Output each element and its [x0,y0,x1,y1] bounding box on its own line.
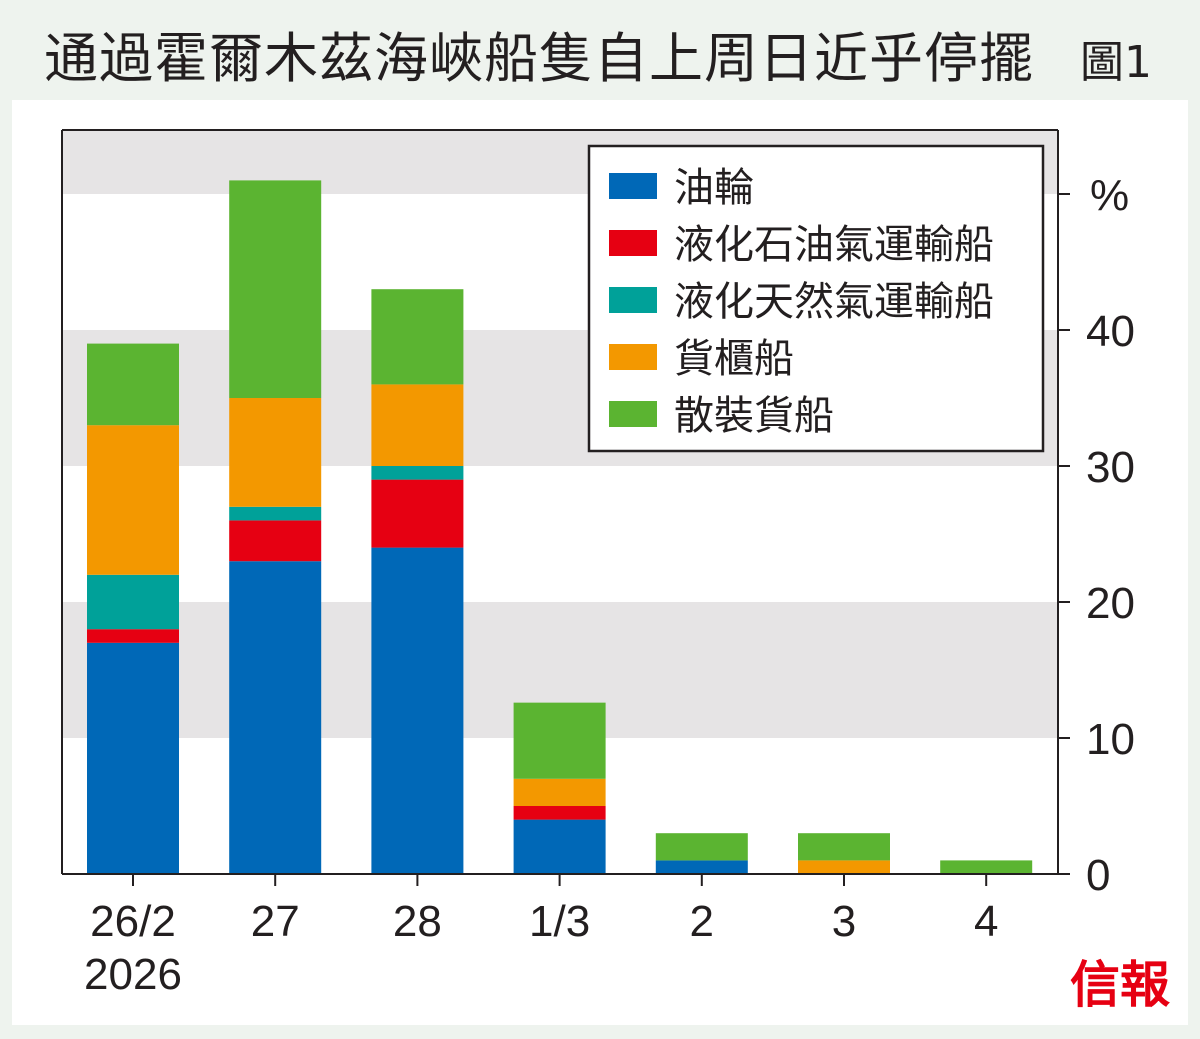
x-tick-label: 2 [690,897,714,946]
bar-segment [87,574,179,630]
x-tick-label: 26/2 [90,897,176,946]
x-tick-label: 28 [393,897,442,946]
bar-segment [513,702,606,779]
bar-segment [229,506,322,521]
bar-segment [371,479,464,548]
bar-segment [87,425,179,575]
logo: 信報 [1070,955,1170,1014]
x-tick-label: 1/3 [529,897,590,946]
y-tick-label: 30 [1086,443,1135,492]
y-tick-label: 40 [1086,307,1135,356]
bar-segment [87,629,179,643]
bar-segment [87,642,179,874]
legend-label: 液化石油氣運輸船 [674,222,994,268]
bar-segment [513,806,606,820]
x-tick-label: 3 [832,897,856,946]
bar-segment [798,833,890,861]
legend-label: 散裝貨船 [674,393,834,439]
y-tick-label: 0 [1086,851,1110,900]
bar-segment [371,547,464,874]
bar-segment [513,778,606,806]
legend-label: 油輪 [674,165,754,211]
bar-segment [940,860,1033,874]
bar-segment [655,833,748,861]
bar-segment [371,466,464,480]
legend-label: 貨櫃船 [674,336,794,382]
x-tick-sublabel: 2026 [84,950,182,999]
bar-segment [229,180,322,398]
bar-segment [229,398,322,507]
legend-swatch [609,344,657,370]
bar-segment [513,819,606,874]
legend-swatch [609,173,657,199]
legend-box [587,144,1045,453]
x-tick-label: 27 [251,897,300,946]
bar-segment [371,289,464,385]
chart-title: 通過霍爾木茲海峽船隻自上周日近乎停擺 [44,27,1034,90]
figure-label: 圖1 [1080,37,1152,88]
legend-label: 液化天然氣運輸船 [674,279,994,325]
y-axis-unit: % [1090,171,1129,220]
bar-segment [371,384,464,466]
bar-segment [229,520,322,562]
y-tick-label: 20 [1086,579,1135,628]
bar-segment [87,343,179,426]
legend-swatch [609,401,657,427]
bar-segment [798,860,890,874]
x-tick-label: 4 [974,897,998,946]
legend-swatch [609,230,657,256]
bar-segment [229,561,322,874]
legend-swatch [609,287,657,313]
y-tick-label: 10 [1086,715,1135,764]
bar-segment [655,860,748,874]
